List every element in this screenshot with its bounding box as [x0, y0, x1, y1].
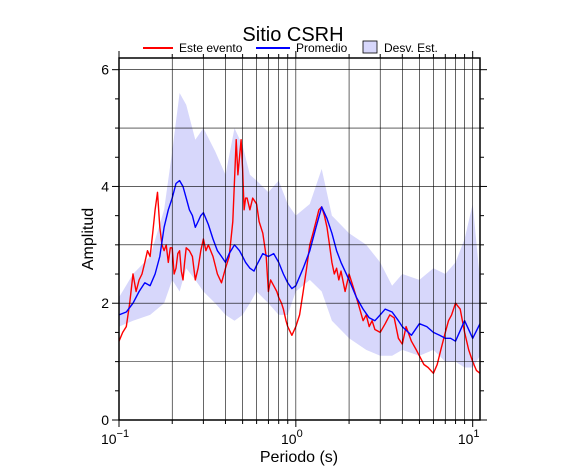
series-line-0 — [119, 139, 480, 374]
legend-label: Este evento — [179, 41, 243, 55]
x-tick-label: 101 — [458, 428, 480, 447]
legend-label: Desv. Est. — [384, 41, 438, 55]
y-tick-label: 0 — [101, 412, 109, 428]
std-dev-band — [119, 93, 480, 368]
x-tick-label: 100 — [281, 428, 303, 447]
y-tick-label: 4 — [101, 178, 109, 194]
legend-swatch — [362, 40, 378, 54]
x-axis-label: Periodo (s) — [260, 449, 338, 466]
legend: Este evento Promedio Desv. Est. — [143, 40, 438, 55]
y-tick-label: 2 — [101, 295, 109, 311]
y-axis-label: Amplitud — [80, 208, 97, 270]
y-tick-label: 6 — [101, 62, 109, 78]
chart-title: Sitio CSRH — [242, 24, 343, 46]
x-tick-label: 10−1 — [101, 428, 129, 447]
plot-frame — [118, 57, 481, 421]
legend-label: Promedio — [296, 41, 348, 55]
